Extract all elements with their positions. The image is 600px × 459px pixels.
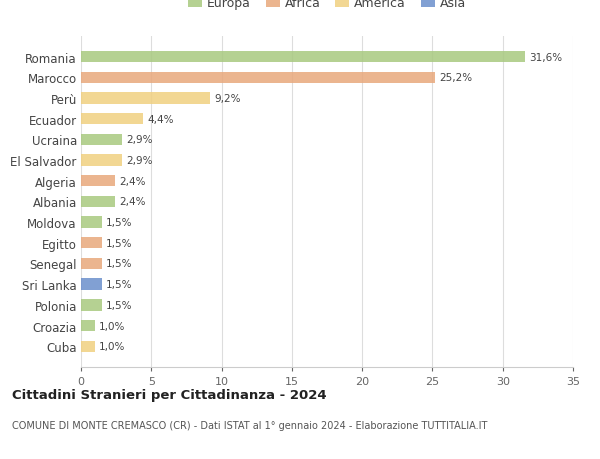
Text: 9,2%: 9,2%: [215, 94, 241, 104]
Text: 1,5%: 1,5%: [106, 300, 133, 310]
Bar: [81, 52, 525, 63]
Bar: [81, 176, 115, 187]
Bar: [81, 155, 122, 166]
Text: 2,4%: 2,4%: [119, 197, 145, 207]
Text: 25,2%: 25,2%: [439, 73, 473, 83]
Text: 1,0%: 1,0%: [99, 321, 125, 331]
Text: Cittadini Stranieri per Cittadinanza - 2024: Cittadini Stranieri per Cittadinanza - 2…: [12, 388, 326, 401]
Text: COMUNE DI MONTE CREMASCO (CR) - Dati ISTAT al 1° gennaio 2024 - Elaborazione TUT: COMUNE DI MONTE CREMASCO (CR) - Dati IST…: [12, 420, 487, 430]
Text: 4,4%: 4,4%: [147, 114, 173, 124]
Text: 2,9%: 2,9%: [126, 135, 152, 145]
Bar: [81, 238, 102, 249]
Text: 1,5%: 1,5%: [106, 259, 133, 269]
Bar: [81, 300, 102, 311]
Text: 2,9%: 2,9%: [126, 156, 152, 166]
Bar: [81, 196, 115, 207]
Text: 1,5%: 1,5%: [106, 238, 133, 248]
Text: 1,0%: 1,0%: [99, 341, 125, 352]
Bar: [81, 134, 122, 146]
Bar: [81, 258, 102, 269]
Bar: [81, 93, 211, 104]
Text: 1,5%: 1,5%: [106, 280, 133, 290]
Bar: [81, 279, 102, 290]
Bar: [81, 114, 143, 125]
Bar: [81, 73, 435, 84]
Bar: [81, 217, 102, 228]
Text: 2,4%: 2,4%: [119, 176, 145, 186]
Text: 1,5%: 1,5%: [106, 218, 133, 228]
Bar: [81, 320, 95, 331]
Bar: [81, 341, 95, 352]
Text: 31,6%: 31,6%: [529, 52, 563, 62]
Legend: Europa, Africa, America, Asia: Europa, Africa, America, Asia: [188, 0, 466, 10]
